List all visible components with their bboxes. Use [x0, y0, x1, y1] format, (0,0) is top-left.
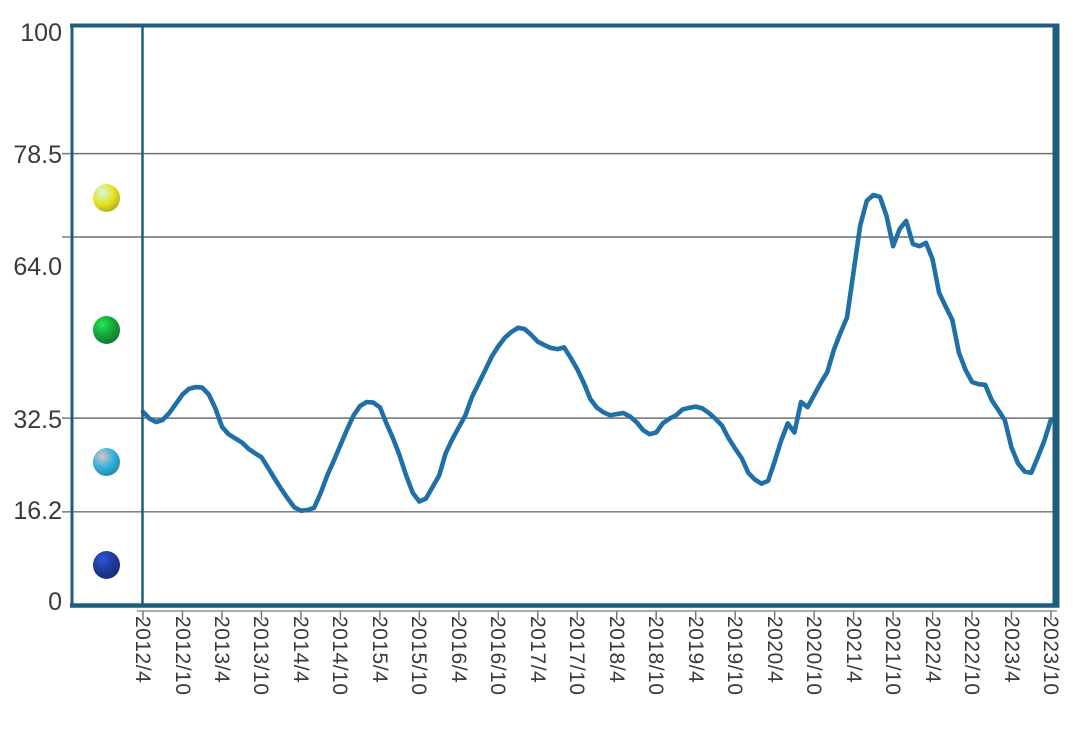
y-tick-label-78-5: 78.5: [13, 141, 62, 169]
x-tick-label: 2012/4: [131, 616, 154, 684]
cyan-band-dot: [93, 448, 120, 476]
x-tick-label: 2015/4: [368, 616, 391, 684]
x-tick-label: 2017/10: [565, 616, 588, 696]
y-tick-label-64-0: 64.0: [13, 253, 62, 281]
x-tick-label: 2012/10: [171, 616, 194, 696]
x-tick-label: 2013/10: [249, 616, 272, 696]
x-tick-label: 2023/10: [1039, 616, 1062, 696]
x-tick-label: 2019/4: [684, 616, 707, 684]
x-tick-label: 2014/10: [328, 616, 351, 696]
blue-band-dot: [93, 551, 120, 579]
x-tick-label: 2017/4: [526, 616, 549, 684]
gridlines: [72, 152, 1053, 513]
axis-ticks: [62, 152, 1057, 620]
y-tick-label-100: 100: [20, 19, 62, 47]
y-tick-label-0: 0: [48, 588, 62, 616]
x-tick-label: 2021/10: [881, 616, 904, 696]
yellow-band-dot: [93, 184, 120, 212]
x-tick-label: 2016/10: [486, 616, 509, 696]
x-tick-label: 2020/4: [763, 616, 786, 684]
x-tick-label: 2013/4: [210, 616, 233, 684]
y-tick-label-16-2: 16.2: [13, 497, 62, 525]
x-tick-label: 2014/4: [289, 616, 312, 684]
x-tick-label: 2018/4: [605, 616, 628, 684]
x-tick-label: 2015/10: [407, 616, 430, 696]
x-tick-label: 2021/4: [842, 616, 865, 684]
chart-frame: [70, 23, 1060, 608]
x-tick-label: 2018/10: [644, 616, 667, 696]
x-tick-label: 2016/4: [447, 616, 470, 684]
x-tick-label: 2022/4: [921, 616, 944, 684]
y-tick-label-32-5: 32.5: [13, 406, 62, 434]
x-tick-label: 2023/4: [1000, 616, 1023, 684]
x-tick-label: 2022/10: [960, 616, 983, 696]
red-band-dot: [93, 78, 120, 106]
series-line: [140, 192, 1054, 514]
x-tick-label: 2020/10: [802, 616, 825, 696]
green-band-dot: [93, 316, 120, 344]
x-tick-label: 2019/10: [723, 616, 746, 696]
